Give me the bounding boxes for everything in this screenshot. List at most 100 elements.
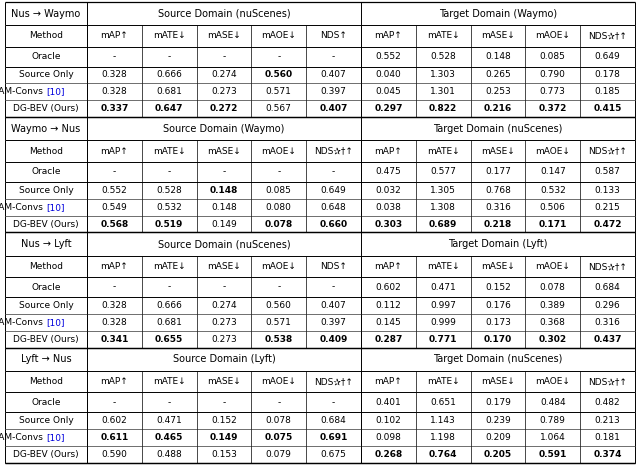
Text: mAOE↓: mAOE↓ [261,31,296,40]
Text: Oracle: Oracle [31,283,61,292]
Text: 0.303: 0.303 [374,219,403,229]
Text: DG-BEV (Ours): DG-BEV (Ours) [13,450,79,459]
Text: 0.075: 0.075 [265,433,293,442]
Text: [10]: [10] [46,203,65,212]
Text: mAP↑: mAP↑ [374,377,403,386]
Text: 0.397: 0.397 [321,318,346,327]
Text: 0.528: 0.528 [156,186,182,195]
Text: Source Domain (Waymo): Source Domain (Waymo) [163,124,285,134]
Text: 0.152: 0.152 [211,416,237,425]
Text: 0.660: 0.660 [319,219,348,229]
Text: 0.085: 0.085 [266,186,292,195]
Text: 0.409: 0.409 [319,335,348,344]
Text: -: - [222,167,226,176]
Text: Target Domain (nuScenes): Target Domain (nuScenes) [433,124,563,134]
Text: 0.179: 0.179 [485,398,511,407]
Text: 0.648: 0.648 [321,203,346,212]
Text: mASE↓: mASE↓ [207,262,241,271]
Text: 0.148: 0.148 [485,52,511,61]
Text: CAM-Convs: CAM-Convs [0,203,46,212]
Text: 0.475: 0.475 [376,167,401,176]
Text: 0.328: 0.328 [102,301,127,310]
Text: 0.152: 0.152 [485,283,511,292]
Text: 0.149: 0.149 [211,219,237,229]
Text: 0.372: 0.372 [539,104,567,113]
Text: 0.148: 0.148 [210,186,238,195]
Text: -: - [332,398,335,407]
Text: mASE↓: mASE↓ [481,31,515,40]
Text: 0.666: 0.666 [156,71,182,80]
Text: 0.771: 0.771 [429,335,458,344]
Text: 0.274: 0.274 [211,301,237,310]
Text: mAP↑: mAP↑ [100,146,128,156]
Text: CAM-Convs: CAM-Convs [0,433,46,442]
Text: Target Domain (Lyft): Target Domain (Lyft) [448,239,548,249]
Text: 0.032: 0.032 [376,186,401,195]
Text: 0.177: 0.177 [485,167,511,176]
Text: 0.316: 0.316 [595,318,621,327]
Text: -: - [332,52,335,61]
Text: 0.171: 0.171 [539,219,567,229]
Text: mAOE↓: mAOE↓ [536,377,570,386]
Text: 0.999: 0.999 [430,318,456,327]
Text: 0.997: 0.997 [430,301,456,310]
Text: 0.205: 0.205 [484,450,512,459]
Text: 0.153: 0.153 [211,450,237,459]
Text: [10]: [10] [46,318,65,327]
Text: 0.482: 0.482 [595,398,620,407]
Text: NDS✰†↑: NDS✰†↑ [588,31,627,40]
Text: -: - [168,167,171,176]
Text: mAP↑: mAP↑ [100,262,128,271]
Text: Method: Method [29,377,63,386]
Text: -: - [168,398,171,407]
Text: Source Domain (nuScenes): Source Domain (nuScenes) [157,239,291,249]
Text: 0.465: 0.465 [155,433,184,442]
Text: 0.045: 0.045 [376,87,401,96]
Text: 0.532: 0.532 [156,203,182,212]
Text: 0.341: 0.341 [100,335,129,344]
Text: 0.768: 0.768 [485,186,511,195]
Text: 0.528: 0.528 [430,52,456,61]
Text: 0.239: 0.239 [485,416,511,425]
Text: 0.484: 0.484 [540,398,566,407]
Text: mAOE↓: mAOE↓ [536,262,570,271]
Text: 0.773: 0.773 [540,87,566,96]
Text: 0.178: 0.178 [595,71,621,80]
Text: 0.602: 0.602 [102,416,127,425]
Text: 0.316: 0.316 [485,203,511,212]
Text: 0.401: 0.401 [376,398,401,407]
Text: 0.374: 0.374 [593,450,622,459]
Text: 0.112: 0.112 [376,301,401,310]
Text: -: - [113,167,116,176]
Text: 1.308: 1.308 [430,203,456,212]
Text: mAOE↓: mAOE↓ [261,146,296,156]
Text: -: - [277,283,280,292]
Text: 0.532: 0.532 [540,186,566,195]
Text: mASE↓: mASE↓ [207,377,241,386]
Text: 0.591: 0.591 [539,450,567,459]
Text: 0.337: 0.337 [100,104,129,113]
Text: mATE↓: mATE↓ [153,31,186,40]
Text: [10]: [10] [46,433,65,442]
Text: Lyft → Nus: Lyft → Nus [20,354,71,364]
Text: 0.577: 0.577 [430,167,456,176]
Text: 0.218: 0.218 [484,219,512,229]
Text: 0.296: 0.296 [595,301,620,310]
Text: -: - [222,52,226,61]
Text: -: - [332,167,335,176]
Text: 0.389: 0.389 [540,301,566,310]
Text: 0.437: 0.437 [593,335,622,344]
Text: 0.274: 0.274 [211,71,237,80]
Text: 0.080: 0.080 [266,203,292,212]
Text: -: - [222,398,226,407]
Text: 0.145: 0.145 [376,318,401,327]
Text: 0.297: 0.297 [374,104,403,113]
Text: 0.647: 0.647 [155,104,184,113]
Text: -: - [332,283,335,292]
Text: 0.149: 0.149 [210,433,238,442]
Text: 0.407: 0.407 [321,71,346,80]
Text: -: - [277,398,280,407]
Text: -: - [113,52,116,61]
Text: 0.078: 0.078 [265,219,293,229]
Text: NDS✰†↑: NDS✰†↑ [314,146,353,156]
